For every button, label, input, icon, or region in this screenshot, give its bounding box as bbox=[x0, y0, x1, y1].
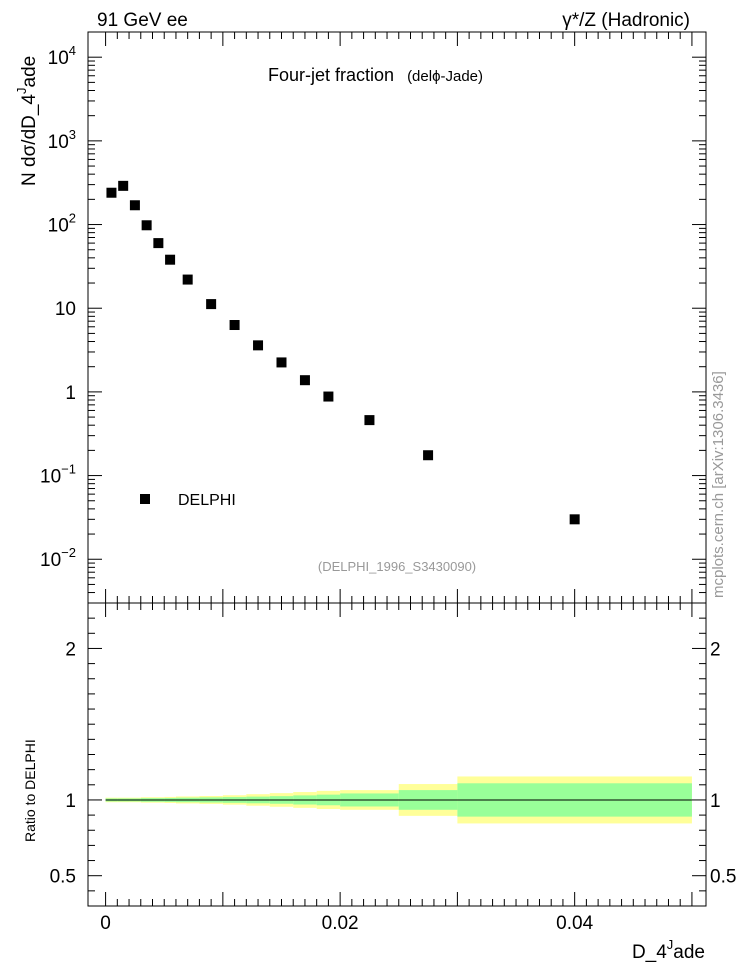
data-point bbox=[323, 391, 334, 402]
data-point bbox=[165, 254, 176, 265]
y-tick-label: 1 bbox=[65, 383, 76, 404]
data-point bbox=[153, 238, 164, 249]
legend: DELPHI bbox=[140, 492, 236, 509]
plot-title: Four-jet fraction (delϕ-Jade) bbox=[268, 65, 483, 85]
y-tick-label: 10 bbox=[55, 299, 76, 320]
main-y-axis-label: N dσ/dD_4Jade bbox=[14, 56, 40, 186]
ratio-y-axis-label: Ratio to DELPHI bbox=[22, 739, 38, 842]
analysis-id-label: (DELPHI_1996_S3430090) bbox=[318, 559, 476, 574]
data-point bbox=[106, 187, 117, 198]
header-right-label: γ*/Z (Hadronic) bbox=[562, 10, 690, 31]
data-markers bbox=[106, 180, 580, 525]
x-tick-label: 0.02 bbox=[322, 913, 359, 934]
ratio-plot-frame bbox=[87, 602, 707, 907]
ratio-y-tick-label-right: 2 bbox=[710, 639, 721, 660]
x-tick-label: 0.04 bbox=[556, 913, 593, 934]
legend-marker bbox=[140, 494, 150, 504]
data-point bbox=[129, 200, 140, 211]
y-tick-label: 103 bbox=[48, 127, 76, 153]
plot-title-main: Four-jet fraction bbox=[268, 65, 394, 85]
ratio-y-tick-label-right: 1 bbox=[710, 791, 721, 812]
ratio-y-tick-label-right: 0.5 bbox=[710, 867, 736, 888]
y-tick-label: 102 bbox=[48, 211, 76, 237]
data-point bbox=[229, 320, 240, 331]
main-plot-frame bbox=[87, 31, 707, 604]
ratio-y-tick-label-left: 2 bbox=[65, 639, 76, 660]
data-point bbox=[118, 180, 129, 191]
data-point bbox=[182, 274, 193, 285]
watermark-label: mcplots.cern.ch [arXiv:1306.3436] bbox=[710, 371, 727, 598]
data-point bbox=[299, 375, 310, 386]
ratio-bands bbox=[105, 776, 692, 824]
plot-title-sub: (delϕ-Jade) bbox=[407, 68, 483, 85]
data-point bbox=[141, 220, 152, 231]
y-tick-label: 10−1 bbox=[40, 462, 76, 488]
x-tick-label: 0 bbox=[100, 913, 111, 934]
axes: 0 0.02 0.04 10−2 10−1 1 10 102 103 104 0.5 0.5 1 1 2 2 bbox=[40, 31, 736, 934]
x-axis-label: D_4Jade bbox=[632, 937, 705, 963]
data-point bbox=[253, 340, 264, 351]
data-point bbox=[364, 415, 375, 426]
header-left-label: 91 GeV ee bbox=[97, 10, 188, 31]
y-tick-label: 104 bbox=[48, 43, 76, 69]
ratio-y-tick-label-left: 0.5 bbox=[50, 867, 76, 888]
ratio-y-tick-label-left: 1 bbox=[65, 791, 76, 812]
y-tick-label: 10−2 bbox=[40, 545, 76, 571]
data-point bbox=[276, 357, 287, 368]
data-point bbox=[423, 450, 434, 461]
data-point bbox=[206, 299, 217, 310]
legend-label-delphi: DELPHI bbox=[178, 492, 236, 509]
data-point bbox=[569, 514, 580, 525]
